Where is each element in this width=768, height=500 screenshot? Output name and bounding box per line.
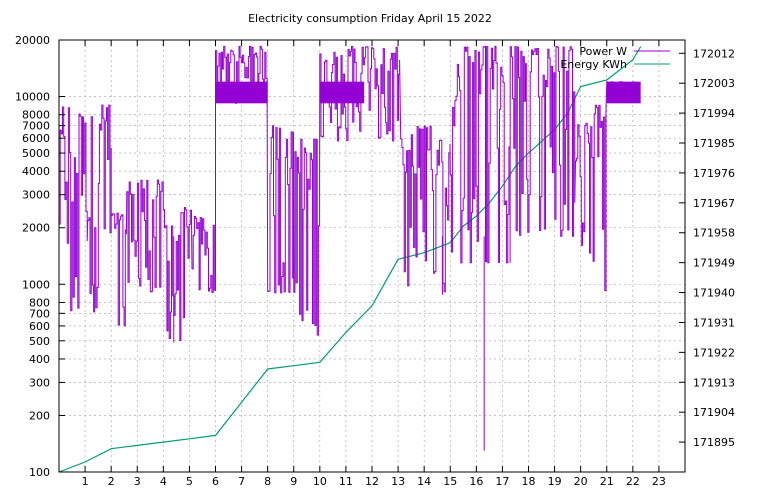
y-right-tick-label: 171949 <box>693 257 735 270</box>
y-left-tick-label: 500 <box>29 335 50 348</box>
y-left-tick-label: 700 <box>29 307 50 320</box>
y-right-tick-label: 171976 <box>693 167 735 180</box>
x-tick-label: 5 <box>186 475 193 488</box>
y-right-tick-label: 171913 <box>693 376 735 389</box>
y-left-tick-label: 1000 <box>22 278 50 291</box>
y-left-tick-label: 800 <box>29 296 50 309</box>
power-dense-band <box>215 81 268 104</box>
x-tick-label: 21 <box>600 475 614 488</box>
y-right-tick-label: 172003 <box>693 77 735 90</box>
y-left-tick-label: 200 <box>29 409 50 422</box>
y-left-tick-label: 10000 <box>15 91 50 104</box>
y-left-tick-label: 7000 <box>22 120 50 133</box>
y-left-tick-label: 20000 <box>15 34 50 47</box>
y-left-tick-label: 2000 <box>22 222 50 235</box>
x-tick-label: 15 <box>443 475 457 488</box>
energy-series <box>58 46 642 473</box>
y-right-tick-label: 171994 <box>693 107 735 120</box>
y-left-tick-label: 5000 <box>22 147 50 160</box>
power-line <box>59 45 641 341</box>
x-tick-label: 7 <box>238 475 245 488</box>
x-tick-label: 20 <box>574 475 588 488</box>
y-right-tick-label: 171940 <box>693 287 735 300</box>
power-dense-band <box>319 81 365 104</box>
y-left-tick-label: 400 <box>29 353 50 366</box>
power-series <box>59 45 641 451</box>
y-left-tick-label: 4000 <box>22 165 50 178</box>
power-dense-band <box>606 81 641 104</box>
x-tick-label: 16 <box>469 475 483 488</box>
x-tick-label: 11 <box>339 475 353 488</box>
energy-line <box>58 46 642 473</box>
y-right-tick-label: 171895 <box>693 436 735 449</box>
y-right-tick-label: 171931 <box>693 316 735 329</box>
y-left-tick-label: 600 <box>29 320 50 333</box>
y-left-tick-label: 100 <box>29 466 50 479</box>
y-left-tick-label: 3000 <box>22 189 50 202</box>
y-right-tick-label: 171922 <box>693 346 735 359</box>
x-tick-label: 22 <box>626 475 640 488</box>
x-tick-label: 10 <box>313 475 327 488</box>
x-tick-label: 4 <box>160 475 167 488</box>
x-tick-label: 9 <box>290 475 297 488</box>
x-tick-label: 23 <box>652 475 666 488</box>
y-right-tick-label: 172012 <box>693 47 735 60</box>
x-tick-label: 6 <box>212 475 219 488</box>
y-left-tick-label: 6000 <box>22 132 50 145</box>
x-tick-label: 12 <box>365 475 379 488</box>
x-tick-label: 1 <box>82 475 89 488</box>
y-left-tick-label: 8000 <box>22 109 50 122</box>
x-tick-label: 14 <box>417 475 431 488</box>
x-tick-label: 3 <box>134 475 141 488</box>
legend-energy-label: Energy KWh <box>560 58 627 71</box>
x-tick-label: 2 <box>108 475 115 488</box>
x-tick-label: 19 <box>548 475 562 488</box>
x-tick-label: 13 <box>391 475 405 488</box>
y-right-tick-label: 171904 <box>693 406 735 419</box>
x-tick-label: 17 <box>495 475 509 488</box>
legend-power-label: Power W <box>579 45 627 58</box>
y-right-tick-label: 171967 <box>693 197 735 210</box>
chart-title: Electricity consumption Friday April 15 … <box>248 12 492 25</box>
axes-ticks: 1 2 3 4 5 6 7 8 9 10 11 12 13 14 15 16 17 18 19 20 21 22 23100… <box>15 34 735 488</box>
y-right-tick-label: 171958 <box>693 227 735 240</box>
y-left-tick-label: 300 <box>29 376 50 389</box>
x-tick-label: 18 <box>522 475 536 488</box>
legend: Power W Energy KWh <box>560 45 670 71</box>
x-tick-label: 8 <box>264 475 271 488</box>
y-right-tick-label: 171985 <box>693 137 735 150</box>
